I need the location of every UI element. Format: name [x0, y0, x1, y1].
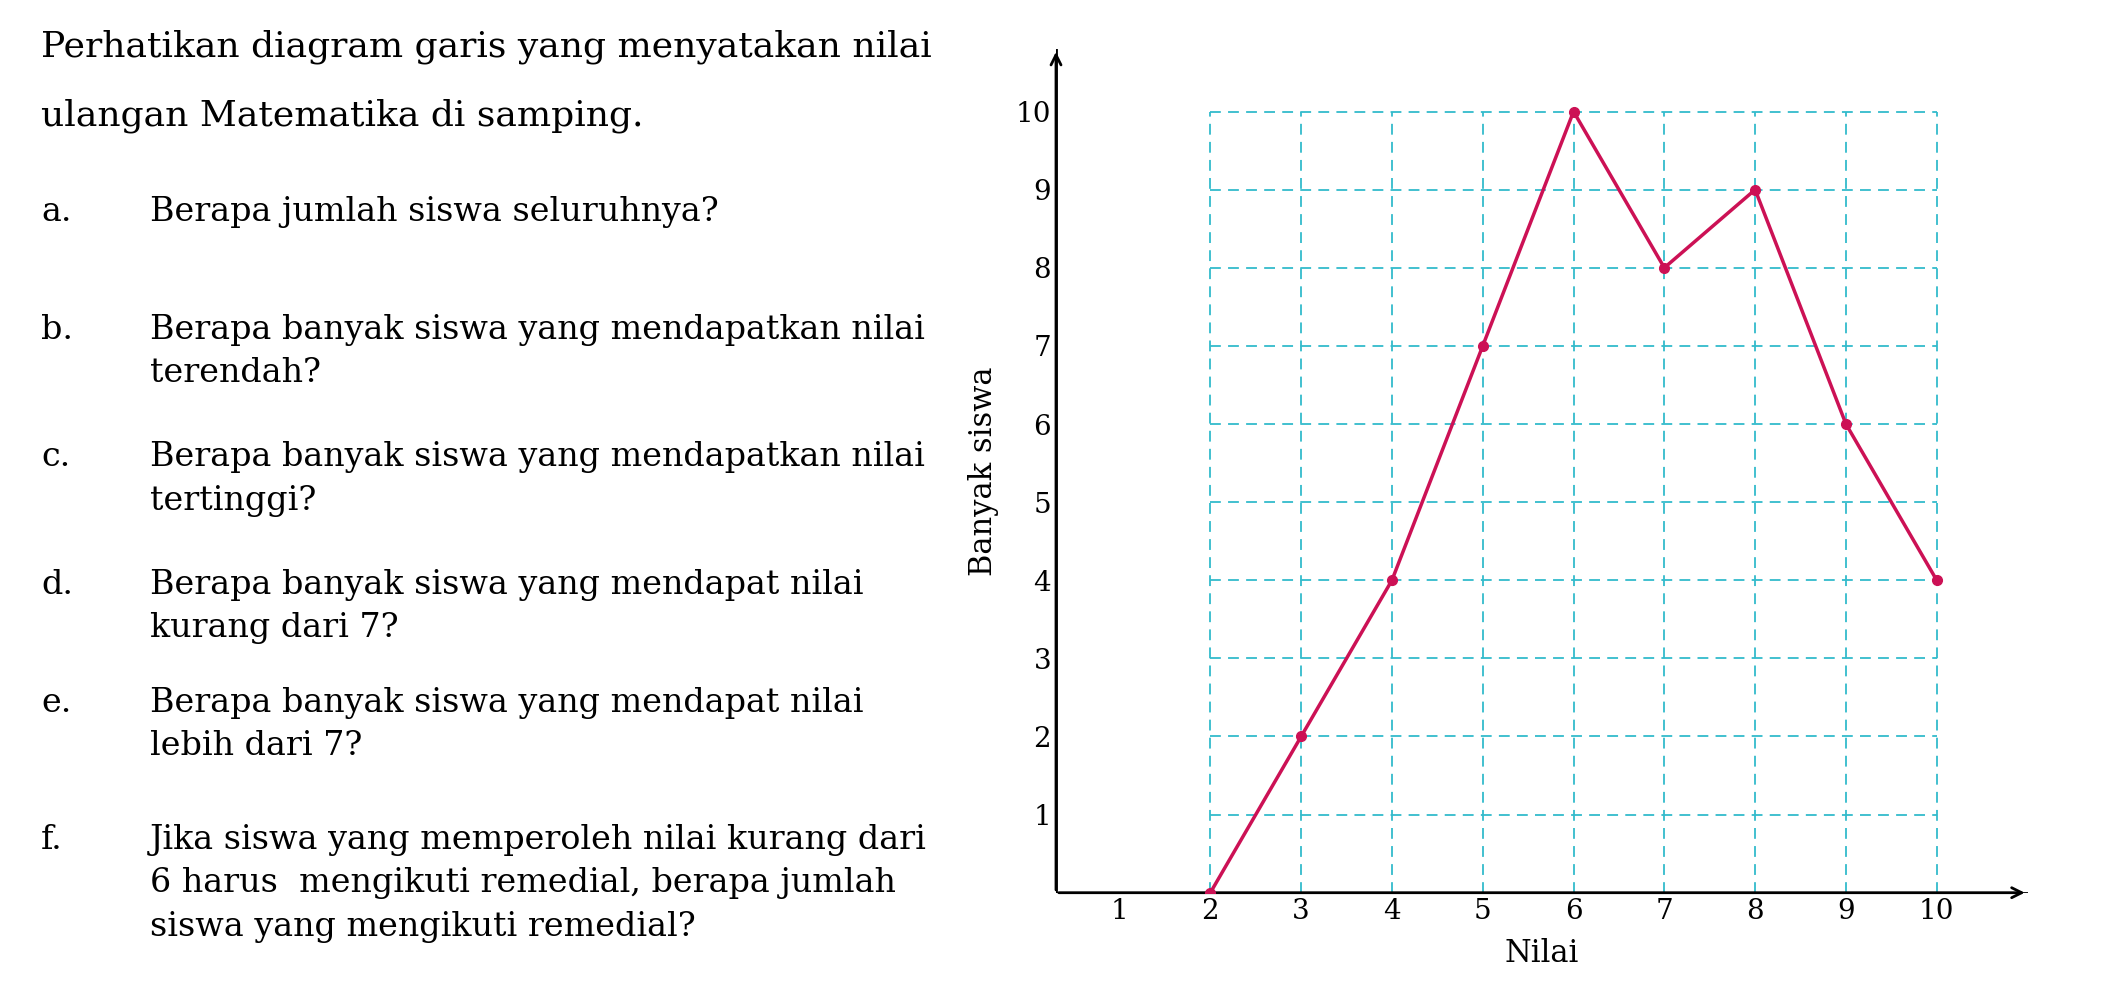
Text: Berapa banyak siswa yang mendapat nilai
kurang dari 7?: Berapa banyak siswa yang mendapat nilai …: [150, 569, 864, 645]
Text: Berapa jumlah siswa seluruhnya?: Berapa jumlah siswa seluruhnya?: [150, 196, 718, 229]
Y-axis label: Banyak siswa: Banyak siswa: [967, 366, 999, 576]
Text: a.: a.: [40, 196, 72, 229]
X-axis label: Nilai: Nilai: [1504, 939, 1580, 969]
Text: e.: e.: [40, 687, 72, 719]
Text: Berapa banyak siswa yang mendapatkan nilai
tertinggi?: Berapa banyak siswa yang mendapatkan nil…: [150, 441, 925, 517]
Text: c.: c.: [40, 441, 70, 474]
Text: f.: f.: [40, 824, 63, 856]
Text: b.: b.: [40, 314, 74, 346]
Text: ulangan Matematika di samping.: ulangan Matematika di samping.: [40, 98, 644, 132]
Text: Jika siswa yang memperoleh nilai kurang dari
6 harus  mengikuti remedial, berapa: Jika siswa yang memperoleh nilai kurang …: [150, 824, 927, 943]
Text: Berapa banyak siswa yang mendapat nilai
lebih dari 7?: Berapa banyak siswa yang mendapat nilai …: [150, 687, 864, 762]
Text: d.: d.: [40, 569, 74, 601]
Text: Perhatikan diagram garis yang menyatakan nilai: Perhatikan diagram garis yang menyatakan…: [40, 29, 931, 64]
Text: Berapa banyak siswa yang mendapatkan nilai
terendah?: Berapa banyak siswa yang mendapatkan nil…: [150, 314, 925, 389]
